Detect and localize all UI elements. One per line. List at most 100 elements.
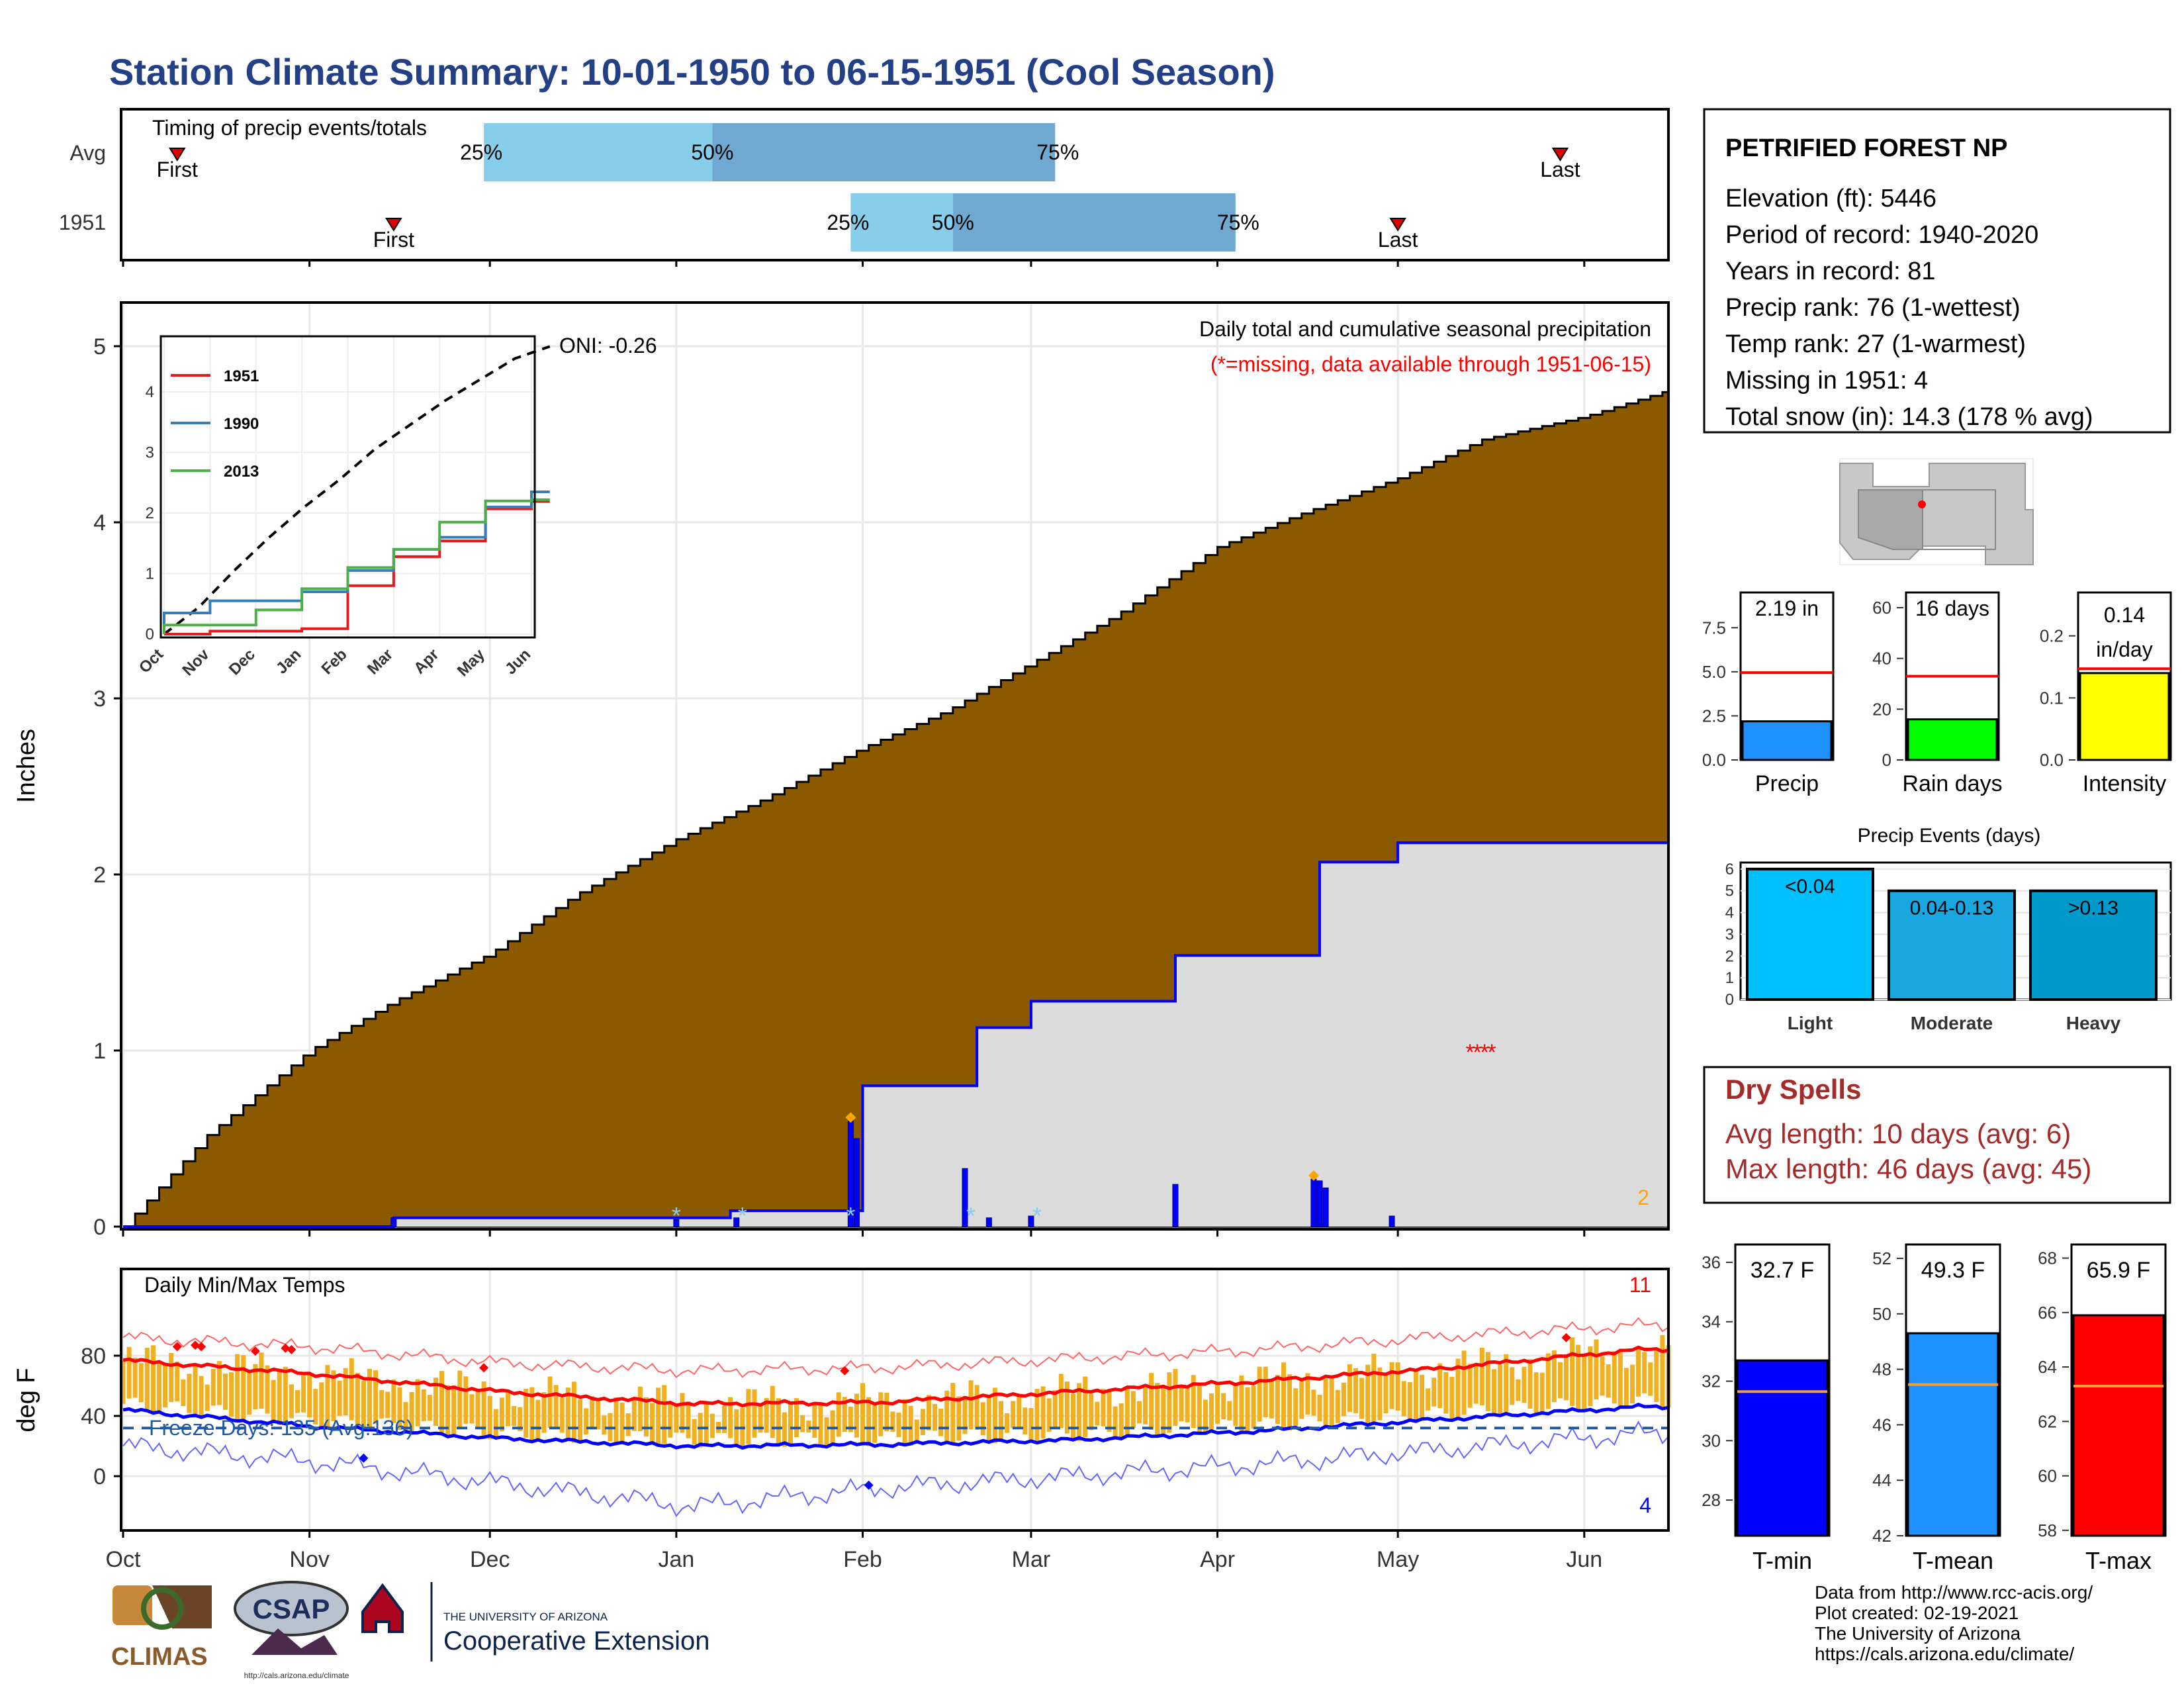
record-high-marker-icon [172,1342,182,1352]
max-record-count: 11 [1629,1273,1651,1297]
precip-ytick-label: 4 [93,510,106,536]
location-map [1839,458,2034,565]
daily-temp-range-bar [1623,1368,1629,1409]
daily-temp-range-bar [1660,1335,1665,1408]
daily-temp-range-bar [565,1387,570,1440]
daily-temp-range-bar [1263,1366,1268,1417]
daily-temp-range-bar [1377,1367,1383,1421]
temp-bar-name-2: T-max [2085,1547,2152,1574]
daily-temp-range-bar [205,1384,210,1411]
temp-bar-ytick-label: 28 [1702,1490,1721,1510]
daily-temp-range-bar [974,1385,979,1430]
daily-temp-range-bar [614,1397,619,1445]
daily-temp-range-bar [962,1395,968,1434]
daily-temp-range-bar [1389,1362,1394,1409]
temp-bar-ytick-label: 46 [1872,1415,1891,1434]
daily-temp-range-bar [1179,1385,1184,1422]
station-period: Period of record: 1940-2020 [1725,221,2038,249]
daily-temp-range-bar [674,1405,679,1433]
daily-temp-range-bar [385,1391,390,1419]
daily-temp-range-bar [1401,1381,1406,1417]
month-axis-label-dec: Dec [470,1547,510,1572]
events-ytick-label: 0 [1725,991,1734,1009]
station-info-box: PETRIFIED FOREST NP Elevation (ft): 5446… [1703,108,2171,434]
temp-ytick-label: 40 [81,1404,106,1429]
daily-temp-range-bar [439,1371,445,1433]
daily-temp-range-bar [1197,1382,1202,1434]
daily-precip-bar [1172,1184,1179,1227]
daily-temp-range-bar [896,1412,901,1437]
daily-temp-range-bar [1275,1375,1280,1425]
daily-temp-range-bar [487,1395,492,1440]
daily-temp-range-bar [193,1363,198,1418]
daily-temp-range-bar [1052,1390,1058,1427]
daily-temp-range-bar [343,1368,348,1416]
daily-temp-range-bar [337,1380,342,1416]
daily-temp-range-bar [1227,1401,1232,1421]
daily-temp-range-bar [553,1385,559,1428]
inset-legend-label-2013: 2013 [224,463,259,481]
timing-first-label: First [373,228,414,252]
daily-temp-range-bar [518,1407,523,1431]
temp-bar-value-t-max [2072,1314,2165,1537]
inset-ytick-label: 0 [146,626,154,643]
daily-temp-range-bar [1582,1356,1587,1412]
missing-data-marker: * [1480,1040,1489,1065]
temp-bar-value-t-mean [1907,1332,1999,1537]
daily-temp-range-bar [854,1393,859,1438]
daily-temp-range-bar [126,1346,132,1399]
temp-bar-ytick-label: 44 [1872,1470,1891,1490]
events-plot: 0 1 2 3 4 5 6 <0.04 Light 0.04-0.13 Moderate >0.13 H… [1725,861,2172,1033]
mini-stat-bars: 0.0 2.5 5.0 7.5 Precip 2.19 in 0 20 40 60 Rain day… [1702,591,2172,796]
station-precip-rank: Precip rank: 76 (1-wettest) [1725,294,2021,322]
timing-row-avg-label: Avg [69,141,106,165]
timing-marks: 25% 50% 75% First Last 25% 50% 75% First Last [122,123,1586,267]
daily-temp-range-bar [361,1381,366,1432]
daily-temp-range-bar [373,1370,379,1424]
daily-temp-range-bar [1359,1378,1365,1419]
month-axis-label-jan: Jan [658,1547,694,1572]
record-high-marker-icon [197,1342,206,1352]
daily-temp-range-bar [1395,1362,1400,1411]
daily-temp-range-bar [1437,1363,1443,1408]
daily-temp-range-bar [1113,1406,1118,1438]
timing-first-marker-icon [168,148,186,162]
daily-temp-range-bar [295,1389,300,1413]
daily-temp-range-bar [283,1366,288,1424]
daily-temp-range-bar [704,1401,709,1445]
daily-temp-range-bar [535,1399,541,1439]
daily-temp-range-bar [319,1382,324,1429]
timing-last-label: Last [1540,158,1580,181]
mini-bar-value-precip [1741,720,1833,761]
daily-temp-range-bar [1257,1366,1262,1422]
daily-temp-range-bar [403,1401,408,1434]
mini-bar-ytick-label: 0.2 [2040,626,2064,646]
daily-temp-range-bar [709,1413,715,1438]
dry-spells-avg: Avg length: 10 days (avg: 6) [1725,1118,2071,1149]
month-axis-label-may: May [1377,1547,1419,1572]
daily-temp-range-bar [692,1419,697,1445]
daily-temp-range-bar [271,1380,276,1421]
daily-temp-range-bar [728,1397,733,1438]
timing-last-marker-icon [1551,148,1569,162]
precip-events-title: Precip Events (days) [1858,825,2041,847]
climas-logo-text: CLIMAS [111,1643,208,1671]
daily-temp-range-bar [914,1419,919,1442]
daily-temp-range-bar [451,1385,457,1435]
daily-temp-range-bar [1617,1351,1623,1409]
daily-temp-range-bar [1005,1413,1010,1433]
daily-temp-range-bar [199,1376,204,1417]
daily-temp-range-bar [1510,1367,1515,1405]
daily-temp-range-bar [1353,1368,1359,1413]
events-ytick-label: 1 [1725,969,1734,987]
record-daily-precip-marker-icon [845,1112,856,1123]
temp-bar-label-1: 49.3 F [1921,1258,1985,1283]
precip-events-panel: Precip Events (days) 0 1 2 3 4 5 6 <0.04 Light 0.… [1725,825,2172,1033]
min-record-count: 4 [1639,1493,1651,1517]
ua-cooperative-extension: Cooperative Extension [443,1626,709,1656]
daily-temp-range-bar [175,1361,180,1401]
daily-temp-range-bar [662,1385,667,1444]
station-location-dot [1918,500,1926,508]
events-bar-label-1: 0.04-0.13 [1910,898,1994,919]
precip-ytick-label: 3 [93,686,106,712]
